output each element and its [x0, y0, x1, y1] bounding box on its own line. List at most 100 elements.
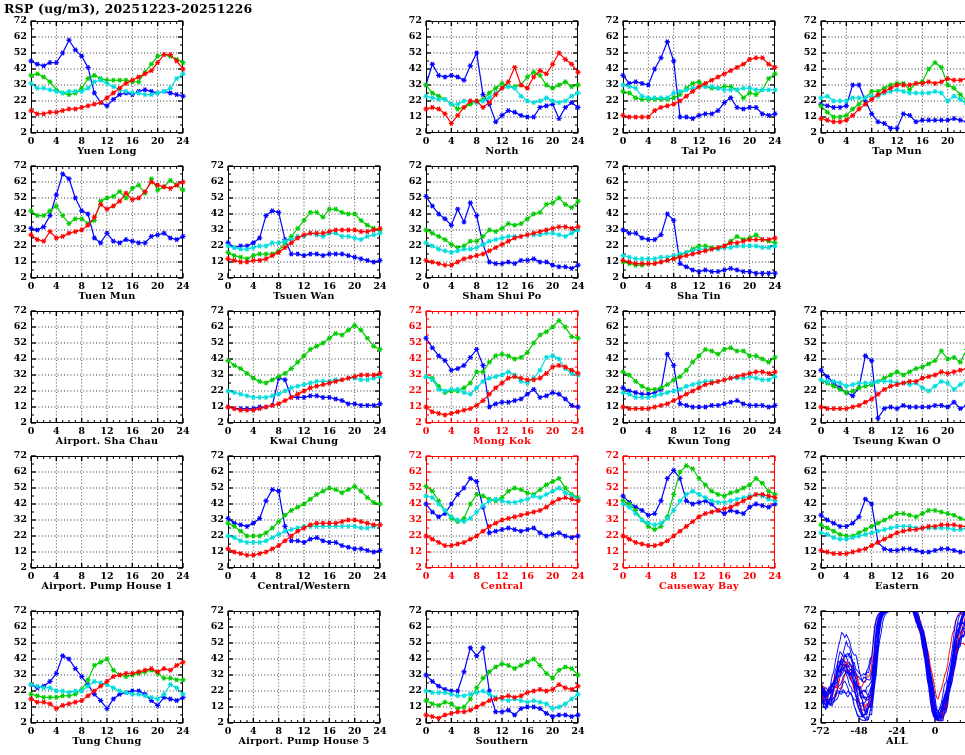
y-tick-label: 42: [13, 353, 27, 364]
panel-southern[interactable]: 2 12 22 32 42 52 62 72 0 4 8 12 16 20 24 Southern: [395, 600, 590, 750]
y-tick-label: 52: [13, 47, 27, 58]
y-tick-label: 12: [408, 546, 422, 557]
y-tick-label: 42: [210, 653, 224, 664]
x-tick-label: 16: [717, 281, 731, 292]
panel-tai-po[interactable]: 2 12 22 32 42 52 62 72 0 4 8 12 16 20 24 Tai Po: [592, 10, 787, 160]
panel-title: Central/Western: [257, 581, 351, 592]
x-tick-label: 8: [473, 426, 480, 437]
panel-kwun-tong[interactable]: 2 12 22 32 42 52 62 72 0 4 8 12 16 20 24 Kwun Tong: [592, 300, 787, 450]
panel-tung-chung[interactable]: 2 12 22 32 42 52 62 72 0 4 8 12 16 20 24 Tung Chung: [0, 600, 195, 750]
x-tick-label: 4: [843, 571, 850, 582]
y-tick-label: 52: [210, 337, 224, 348]
x-tick-label: 16: [520, 726, 534, 737]
y-tick-label: 62: [210, 176, 224, 187]
y-tick-label: 52: [408, 637, 422, 648]
y-tick-label: 62: [605, 466, 619, 477]
x-tick-label: 12: [890, 136, 904, 147]
data-layer: [28, 171, 186, 246]
y-tick-label: 22: [13, 685, 27, 696]
y-tick-label: 42: [408, 63, 422, 74]
panel-mong-kok[interactable]: 2 12 22 32 42 52 62 72 0 4 8 12 16 20 24 Mong Kok: [395, 300, 590, 450]
panel-yuen-long[interactable]: 2 12 22 32 42 52 62 72 0 4 8 12 16 20 24 Yuen Long: [0, 10, 195, 160]
y-tick-label: 52: [13, 482, 27, 493]
x-tick-label: 0: [27, 281, 35, 292]
y-tick-label: 22: [13, 240, 27, 251]
panel-tap-mun[interactable]: 21222324252627204812162024Tap Mun: [790, 10, 965, 160]
data-layer: [225, 483, 383, 558]
y-tick-label: 12: [13, 546, 27, 557]
y-tick-label: 2: [20, 717, 27, 728]
grid-layer: [30, 455, 184, 569]
x-tick-label: 12: [100, 281, 114, 292]
y-tick-label: 62: [13, 31, 27, 42]
y-tick-label: 12: [210, 701, 224, 712]
panel-airport-pump-house-1[interactable]: 2 12 22 32 42 52 62 72 0 4 8 12 16 20 24 Airport. Pump …: [0, 445, 195, 595]
y-tick-label: 32: [605, 224, 619, 235]
y-tick-label: 72: [210, 160, 224, 171]
x-tick-label: 0: [224, 281, 232, 292]
panel-tsuen-wan[interactable]: 2 12 22 32 42 52 62 72 0 4 8 12 16 20 24 Tsuen Wan: [197, 155, 392, 305]
panel-north[interactable]: 2 12 22 32 42 52 62 72 0 4 8 12 16 20 24 North: [395, 10, 590, 160]
y-tick-label: 72: [803, 450, 817, 461]
y-tick-label: 2: [612, 127, 619, 138]
y-tick-label: 52: [605, 47, 619, 58]
y-tick-label: 32: [210, 369, 224, 380]
panel-sha-tin[interactable]: 2 12 22 32 42 52 62 72 0 4 8 12 16 20 24 Sha Tin: [592, 155, 787, 305]
x-tick-label: 8: [868, 426, 875, 437]
x-tick-label: 12: [692, 281, 706, 292]
y-tick-label: 22: [803, 685, 817, 696]
panel-eastern[interactable]: 21222324252627204812162024Eastern: [790, 445, 965, 595]
y-tick-label: 22: [13, 530, 27, 541]
y-tick-label: 2: [217, 562, 224, 573]
y-tick-label: 2: [810, 717, 817, 728]
x-tick-label: 4: [250, 571, 257, 582]
x-tick-label: 16: [322, 426, 336, 437]
data-layer: [225, 322, 383, 413]
x-tick-label: 4: [250, 726, 257, 737]
x-tick-label: 16: [520, 426, 534, 437]
data-layer: [620, 463, 778, 549]
grid-layer: [30, 165, 184, 279]
panel-airport-sha-chau[interactable]: 2 12 22 32 42 52 62 72 0 4 8 12 16 20 24 Airport. Sha C…: [0, 300, 195, 450]
x-tick-label: 16: [322, 281, 336, 292]
y-tick-label: 12: [408, 401, 422, 412]
x-tick-label: 20: [941, 136, 955, 147]
y-tick-label: 52: [605, 482, 619, 493]
y-tick-label: 12: [13, 401, 27, 412]
data-layer: [822, 612, 965, 722]
y-tick-label: 2: [415, 417, 422, 428]
x-tick-label: 0: [619, 281, 627, 292]
x-tick-label: 0: [27, 136, 35, 147]
panel-title: Tai Po: [681, 146, 717, 157]
panel-sham-shui-po[interactable]: 2 12 22 32 42 52 62 72 0 4 8 12 16 20 24 Sham Shui Po: [395, 155, 590, 305]
x-tick-label: 16: [520, 136, 534, 147]
panel-title: North: [485, 146, 519, 157]
panel-causeway-bay[interactable]: 2 12 22 32 42 52 62 72 0 4 8 12 16 20 24 Causeway Bay: [592, 445, 787, 595]
panel-tseung-kwan-o[interactable]: 21222324252627204812162024Tseung Kwan O: [790, 300, 965, 450]
x-tick-label: 24: [373, 281, 387, 292]
x-tick-label: 0: [422, 726, 430, 737]
y-tick-label: 22: [803, 385, 817, 396]
panel-kwai-chung[interactable]: 2 12 22 32 42 52 62 72 0 4 8 12 16 20 24 Kwai Chung: [197, 300, 392, 450]
panel-tuen-mun[interactable]: 2 12 22 32 42 52 62 72 0 4 8 12 16 20 24 Tuen Mun: [0, 155, 195, 305]
y-tick-label: 52: [408, 47, 422, 58]
y-tick-label: 22: [803, 95, 817, 106]
x-tick-label: 0: [422, 281, 430, 292]
data-layer: [423, 193, 581, 271]
panel-central-western[interactable]: 2 12 22 32 42 52 62 72 0 4 8 12 16 20 24 Central/Wester…: [197, 445, 392, 595]
panel-title: Sham Shui Po: [462, 291, 542, 302]
y-tick-label: 2: [20, 417, 27, 428]
x-tick-label: 4: [645, 281, 652, 292]
x-tick-label: 4: [53, 726, 60, 737]
x-tick-label: 20: [743, 571, 757, 582]
y-tick-label: 22: [210, 385, 224, 396]
panel-airport-pump-house-5[interactable]: 2 12 22 32 42 52 62 72 0 4 8 12 16 20 24 Airport. Pump …: [197, 600, 392, 750]
y-tick-label: 42: [803, 63, 817, 74]
x-tick-label: 16: [915, 136, 929, 147]
y-tick-label: 2: [20, 127, 27, 138]
data-layer: [423, 475, 581, 549]
panel-central[interactable]: 2 12 22 32 42 52 62 72 0 4 8 12 16 20 24 Central: [395, 445, 590, 595]
x-tick-label: 4: [448, 426, 455, 437]
